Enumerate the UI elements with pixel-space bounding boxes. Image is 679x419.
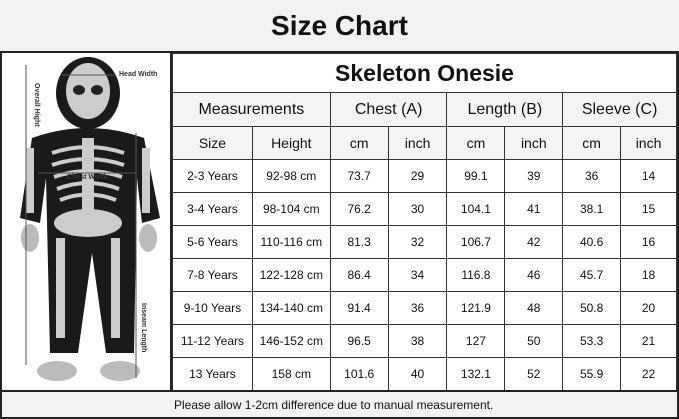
table-cell: 121.9 xyxy=(446,291,506,325)
table-cell: 39 xyxy=(504,159,564,193)
table-cell: 42 xyxy=(504,225,564,259)
table-cell: 40.6 xyxy=(562,225,622,259)
table-cell: 36 xyxy=(562,159,622,193)
table-row: 3-4 Years 98-104 cm 76.2 30 104.1 41 38.1 15 xyxy=(172,192,677,226)
overall-height-label: Overall Hight xyxy=(33,83,40,127)
table-cell: 92-98 cm xyxy=(251,159,331,193)
table-cell: 110-116 cm xyxy=(251,225,331,259)
table-cell: 22 xyxy=(620,357,677,391)
column-header: inch xyxy=(387,126,448,160)
table-cell: 116.8 xyxy=(446,258,506,292)
table-cell: 50 xyxy=(504,324,564,358)
table-cell: 21 xyxy=(620,324,677,358)
table-cell: 9-10 Years xyxy=(172,291,253,325)
table-cell: 91.4 xyxy=(329,291,389,325)
table-cell: 40 xyxy=(387,357,448,391)
table-cell: 15 xyxy=(620,192,677,226)
table-cell: 45.7 xyxy=(562,258,622,292)
table-cell: 16 xyxy=(620,225,677,259)
table-cell: 11-12 Years xyxy=(172,324,253,358)
table-cell: 7-8 Years xyxy=(172,258,253,292)
chest-width-label: Chest Width xyxy=(67,174,108,181)
table-cell: 2-3 Years xyxy=(172,159,253,193)
measurement-note: Please allow 1-2cm difference due to man… xyxy=(2,390,677,417)
group-header-length: Length (B) xyxy=(446,92,564,127)
table-cell: 18 xyxy=(620,258,677,292)
table-row: 9-10 Years 134-140 cm 91.4 36 121.9 48 50.8 20 xyxy=(172,291,677,325)
table-cell: 36 xyxy=(387,291,448,325)
table-cell: 32 xyxy=(387,225,448,259)
inseam-length-label: Inseam Length xyxy=(140,303,147,352)
column-header: Height xyxy=(251,126,331,160)
table-cell: 5-6 Years xyxy=(172,225,253,259)
column-header: Size xyxy=(172,126,253,160)
table-cell: 81.3 xyxy=(329,225,389,259)
table-cell: 99.1 xyxy=(446,159,506,193)
column-header: cm xyxy=(446,126,506,160)
table-cell: 38 xyxy=(387,324,448,358)
table-cell: 96.5 xyxy=(329,324,389,358)
skeleton-onesie-image: Head Width Chest Width Overall Hight Ins… xyxy=(2,53,172,390)
column-header: cm xyxy=(329,126,389,160)
column-header: inch xyxy=(504,126,564,160)
head-width-label: Head Width xyxy=(119,71,157,78)
table-cell: 53.3 xyxy=(562,324,622,358)
column-header: inch xyxy=(620,126,677,160)
table-cell: 127 xyxy=(446,324,506,358)
table-cell: 29 xyxy=(387,159,448,193)
table-cell: 14 xyxy=(620,159,677,193)
group-header-chest: Chest (A) xyxy=(329,92,448,127)
table-cell: 48 xyxy=(504,291,564,325)
table-cell: 38.1 xyxy=(562,192,622,226)
table-cell: 34 xyxy=(387,258,448,292)
table-cell: 122-128 cm xyxy=(251,258,331,292)
table-cell: 101.6 xyxy=(329,357,389,391)
table-cell: 30 xyxy=(387,192,448,226)
table-cell: 73.7 xyxy=(329,159,389,193)
group-header-sleeve: Sleeve (C) xyxy=(562,92,677,127)
table-cell: 98-104 cm xyxy=(251,192,331,226)
column-header: cm xyxy=(562,126,622,160)
table-cell: 86.4 xyxy=(329,258,389,292)
page-title: Size Chart xyxy=(0,0,679,53)
sub-header-row: Size Height cm inch cm inch cm inch xyxy=(172,126,677,160)
onesie-figure-icon xyxy=(20,57,160,381)
table-row: 5-6 Years 110-116 cm 81.3 32 106.7 42 40.6 16 xyxy=(172,225,677,259)
table-cell: 50.8 xyxy=(562,291,622,325)
table-cell: 146-152 cm xyxy=(251,324,331,358)
table-row: 11-12 Years 146-152 cm 96.5 38 127 50 53.3 21 xyxy=(172,324,677,358)
table-cell: 158 cm xyxy=(251,357,331,391)
table-cell: 41 xyxy=(504,192,564,226)
table-cell: 20 xyxy=(620,291,677,325)
table-row: 13 Years 158 cm 101.6 40 132.1 52 55.9 22 xyxy=(172,357,677,391)
table-cell: 132.1 xyxy=(446,357,506,391)
table-cell: 46 xyxy=(504,258,564,292)
table-row: 2-3 Years 92-98 cm 73.7 29 99.1 39 36 14 xyxy=(172,159,677,193)
table-cell: 104.1 xyxy=(446,192,506,226)
table-cell: 52 xyxy=(504,357,564,391)
product-name: Skeleton Onesie xyxy=(172,53,677,93)
table-row: 7-8 Years 122-128 cm 86.4 34 116.8 46 45.7 18 xyxy=(172,258,677,292)
table-cell: 13 Years xyxy=(172,357,253,391)
size-table: Skeleton Onesie Measurements Chest (A) L… xyxy=(172,53,677,391)
group-header-measurements: Measurements xyxy=(172,92,331,127)
table-cell: 55.9 xyxy=(562,357,622,391)
table-cell: 3-4 Years xyxy=(172,192,253,226)
table-cell: 134-140 cm xyxy=(251,291,331,325)
table-cell: 76.2 xyxy=(329,192,389,226)
table-cell: 106.7 xyxy=(446,225,506,259)
